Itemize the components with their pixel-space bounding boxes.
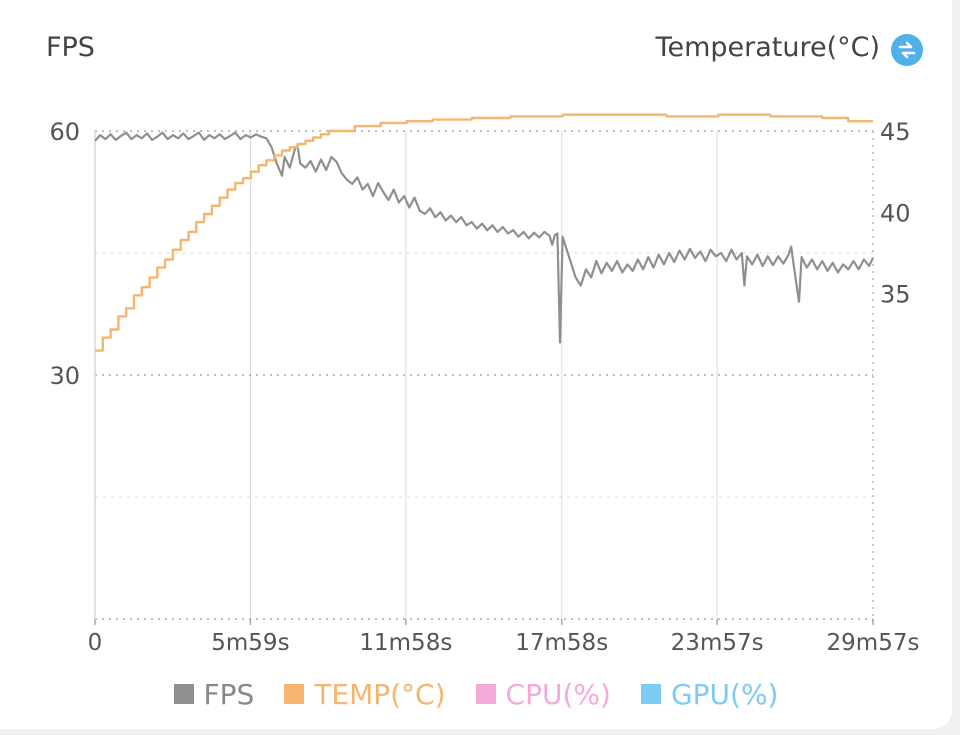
y-right-tick-label: 40 (880, 199, 911, 227)
legend-item-fps[interactable]: FPS (173, 677, 255, 711)
x-tick-label: 23m57s (671, 630, 764, 656)
y-right-tick-label: 35 (880, 281, 911, 309)
y-left-tick-label: 30 (49, 362, 80, 390)
x-tick-label: 11m58s (359, 630, 452, 656)
legend-label-fps: FPS (203, 677, 255, 711)
legend-swatch-temp (284, 684, 305, 704)
legend-item-temp[interactable]: TEMP(°C) (284, 677, 446, 711)
legend-item-cpu[interactable]: CPU(%) (475, 677, 611, 711)
left-axis-title: FPS (46, 32, 95, 63)
y-left-tick-label: 60 (49, 118, 80, 146)
series-line-temp (95, 113, 873, 352)
legend-item-gpu[interactable]: GPU(%) (640, 677, 779, 711)
swap-vertical-icon[interactable] (891, 34, 923, 66)
x-tick-label: 17m58s (515, 630, 608, 656)
legend-label-temp: TEMP(°C) (314, 677, 446, 711)
fps-temperature-chart: 30 60 35 40 45 0 5m59s 11m58s 17m58s 23m57s 29m57s (49, 113, 920, 656)
legend-swatch-gpu (640, 684, 661, 704)
x-tick-label: 0 (88, 630, 103, 656)
legend-swatch-fps (173, 684, 194, 704)
series-line-fps (94, 131, 874, 344)
chart-legend: FPS TEMP(°C) CPU(%) GPU(%) (0, 672, 952, 716)
x-tick-label: 29m57s (827, 630, 920, 656)
legend-label-gpu: GPU(%) (670, 677, 779, 711)
x-tick-label: 5m59s (211, 630, 289, 656)
legend-swatch-cpu (475, 684, 496, 704)
y-right-tick-label: 45 (880, 118, 911, 146)
legend-label-cpu: CPU(%) (505, 677, 611, 711)
right-axis-title: Temperature(°C) (655, 32, 880, 63)
